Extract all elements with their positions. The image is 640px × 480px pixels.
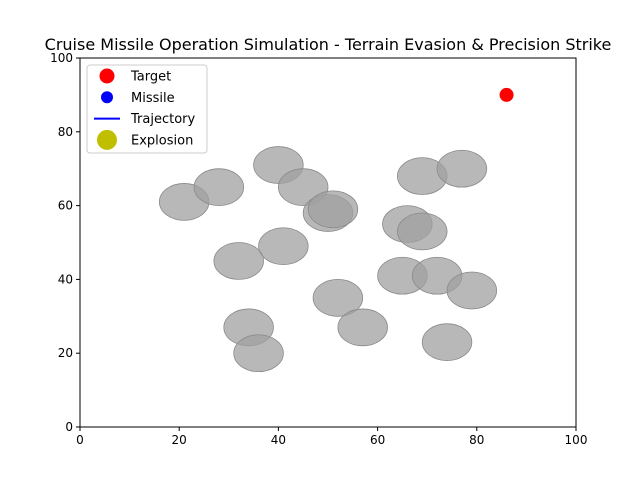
target-marker	[499, 87, 514, 102]
terrain-obstacle-17	[337, 308, 388, 347]
legend-target-label: Target	[130, 70, 171, 85]
y-axis: 0 20 40 60 80 100	[50, 51, 80, 434]
legend-missile-label: Missile	[131, 91, 175, 106]
chart-title: Cruise Missile Operation Simulation - Te…	[45, 35, 612, 54]
terrain-obstacle-19	[233, 334, 284, 373]
terrain-obstacle-15	[446, 271, 498, 310]
x-tick-label: 40	[271, 433, 286, 447]
terrain-obstacle-20	[421, 323, 473, 361]
legend-missile-swatch	[101, 91, 113, 104]
obstacle-layer	[158, 146, 498, 373]
terrain-obstacle-2	[193, 168, 245, 206]
terrain-obstacle-8	[213, 242, 264, 280]
terrain-obstacle-10	[436, 149, 488, 188]
x-tick-label: 20	[172, 433, 187, 447]
marker-layer	[499, 87, 514, 102]
y-tick-label: 20	[58, 346, 73, 360]
legend-trajectory-label: Trajectory	[130, 112, 195, 127]
y-tick-label: 40	[58, 272, 73, 286]
x-axis: 0 20 40 60 80 100	[76, 427, 587, 447]
y-tick-label: 60	[58, 199, 73, 213]
x-tick-label: 60	[370, 433, 385, 447]
x-tick-label: 0	[76, 433, 84, 447]
y-tick-label: 80	[58, 125, 73, 139]
x-tick-label: 100	[565, 433, 588, 447]
legend-explosion-swatch	[97, 129, 117, 150]
plot-frame	[79, 57, 577, 428]
terrain-obstacle-12	[397, 212, 448, 251]
terrain-obstacle-6	[307, 190, 359, 229]
terrain-obstacle-16	[312, 278, 364, 317]
legend-target-swatch	[99, 68, 115, 84]
y-tick-label: 100	[50, 51, 73, 65]
legend-explosion-label: Explosion	[131, 133, 193, 148]
legend: Target Missile Trajectory Explosion	[86, 64, 208, 154]
terrain-obstacle-7	[258, 227, 309, 266]
y-tick-label: 0	[65, 420, 73, 434]
legend-box	[86, 64, 208, 154]
x-tick-label: 80	[469, 433, 484, 447]
